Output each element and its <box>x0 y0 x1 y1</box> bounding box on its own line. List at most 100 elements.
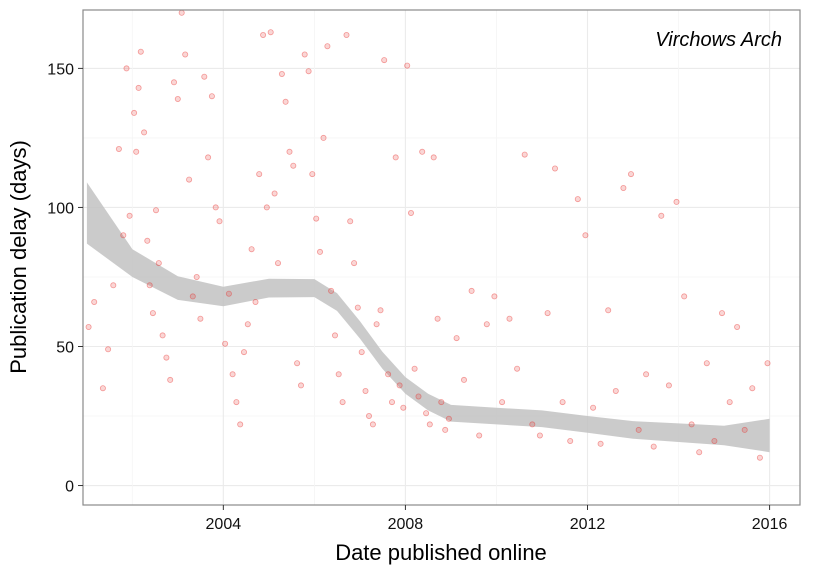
data-point <box>274 260 281 267</box>
y-tick-label: 150 <box>47 61 74 78</box>
data-point <box>483 321 490 328</box>
data-point <box>189 293 196 300</box>
data-point <box>514 365 521 372</box>
data-point <box>396 382 403 389</box>
data-point <box>144 237 151 244</box>
data-point <box>426 421 433 428</box>
data-point <box>650 443 657 450</box>
data-point <box>301 51 308 58</box>
data-point <box>290 162 297 169</box>
data-point <box>178 9 185 16</box>
data-point <box>529 421 536 428</box>
data-point <box>430 154 437 161</box>
data-point <box>225 290 232 297</box>
chart-annotation: Virchows Arch <box>655 29 782 51</box>
data-point <box>719 310 726 317</box>
data-point <box>159 332 166 339</box>
data-point <box>726 399 733 406</box>
data-point <box>252 298 259 305</box>
data-point <box>365 412 372 419</box>
data-point <box>294 360 301 367</box>
data-point <box>521 151 528 158</box>
data-point <box>328 287 335 294</box>
data-point <box>404 62 411 69</box>
data-point <box>208 93 215 100</box>
x-tick-label: 2012 <box>570 516 606 533</box>
data-point <box>85 323 92 330</box>
data-point <box>696 449 703 456</box>
data-point <box>263 204 270 211</box>
data-point <box>286 148 293 155</box>
x-tick-label: 2016 <box>752 516 788 533</box>
data-point <box>423 410 430 417</box>
data-point <box>316 248 323 255</box>
data-point <box>688 421 695 428</box>
data-point <box>205 154 212 161</box>
data-point <box>309 171 316 178</box>
data-point <box>335 371 342 378</box>
data-point <box>278 71 285 78</box>
data-point <box>377 307 384 314</box>
data-point <box>574 196 581 203</box>
data-point <box>233 399 240 406</box>
data-point <box>468 287 475 294</box>
data-point <box>438 399 445 406</box>
smooth-band <box>86 182 770 453</box>
smooth-confidence-band <box>86 182 770 453</box>
data-point <box>620 184 627 191</box>
data-point <box>201 73 208 80</box>
data-point <box>673 198 680 205</box>
data-point <box>282 98 289 105</box>
data-point <box>163 354 170 361</box>
data-point <box>460 376 467 383</box>
data-point <box>635 426 642 433</box>
data-point <box>536 432 543 439</box>
data-point <box>590 404 597 411</box>
plot-panel <box>83 10 800 505</box>
data-point <box>324 43 331 50</box>
data-point <box>544 310 551 317</box>
data-point <box>339 399 346 406</box>
data-point <box>197 315 204 322</box>
data-point <box>237 421 244 428</box>
data-point <box>711 437 718 444</box>
data-point <box>499 399 506 406</box>
data-point <box>764 360 771 367</box>
data-point <box>407 209 414 216</box>
y-tick-label: 100 <box>47 200 74 217</box>
data-point <box>193 273 200 280</box>
data-point <box>313 215 320 222</box>
data-point <box>343 32 350 39</box>
data-point <box>271 190 278 197</box>
data-point <box>331 332 338 339</box>
data-point <box>155 260 162 267</box>
data-point <box>453 335 460 342</box>
data-point <box>149 310 156 317</box>
data-point <box>212 204 219 211</box>
data-point <box>643 371 650 378</box>
data-point <box>131 109 138 116</box>
data-point <box>229 371 236 378</box>
y-axis: 0 50 100 150 <box>47 61 83 496</box>
data-point <box>320 134 327 141</box>
data-point <box>628 171 635 178</box>
data-point <box>597 440 604 447</box>
x-axis-title: Date published online <box>335 540 547 565</box>
data-point <box>445 415 452 422</box>
data-points <box>85 9 771 461</box>
data-point <box>152 207 159 214</box>
data-point <box>369 421 376 428</box>
x-axis: 2004 2008 2012 2016 <box>206 505 788 533</box>
data-point <box>400 404 407 411</box>
data-point <box>734 323 741 330</box>
data-point <box>582 232 589 239</box>
data-point <box>491 293 498 300</box>
data-point <box>105 346 112 353</box>
data-point <box>476 432 483 439</box>
data-point <box>506 315 513 322</box>
plot-panel-border <box>82 9 801 506</box>
y-tick-label: 50 <box>56 339 74 356</box>
data-point <box>419 148 426 155</box>
data-point <box>146 282 153 289</box>
